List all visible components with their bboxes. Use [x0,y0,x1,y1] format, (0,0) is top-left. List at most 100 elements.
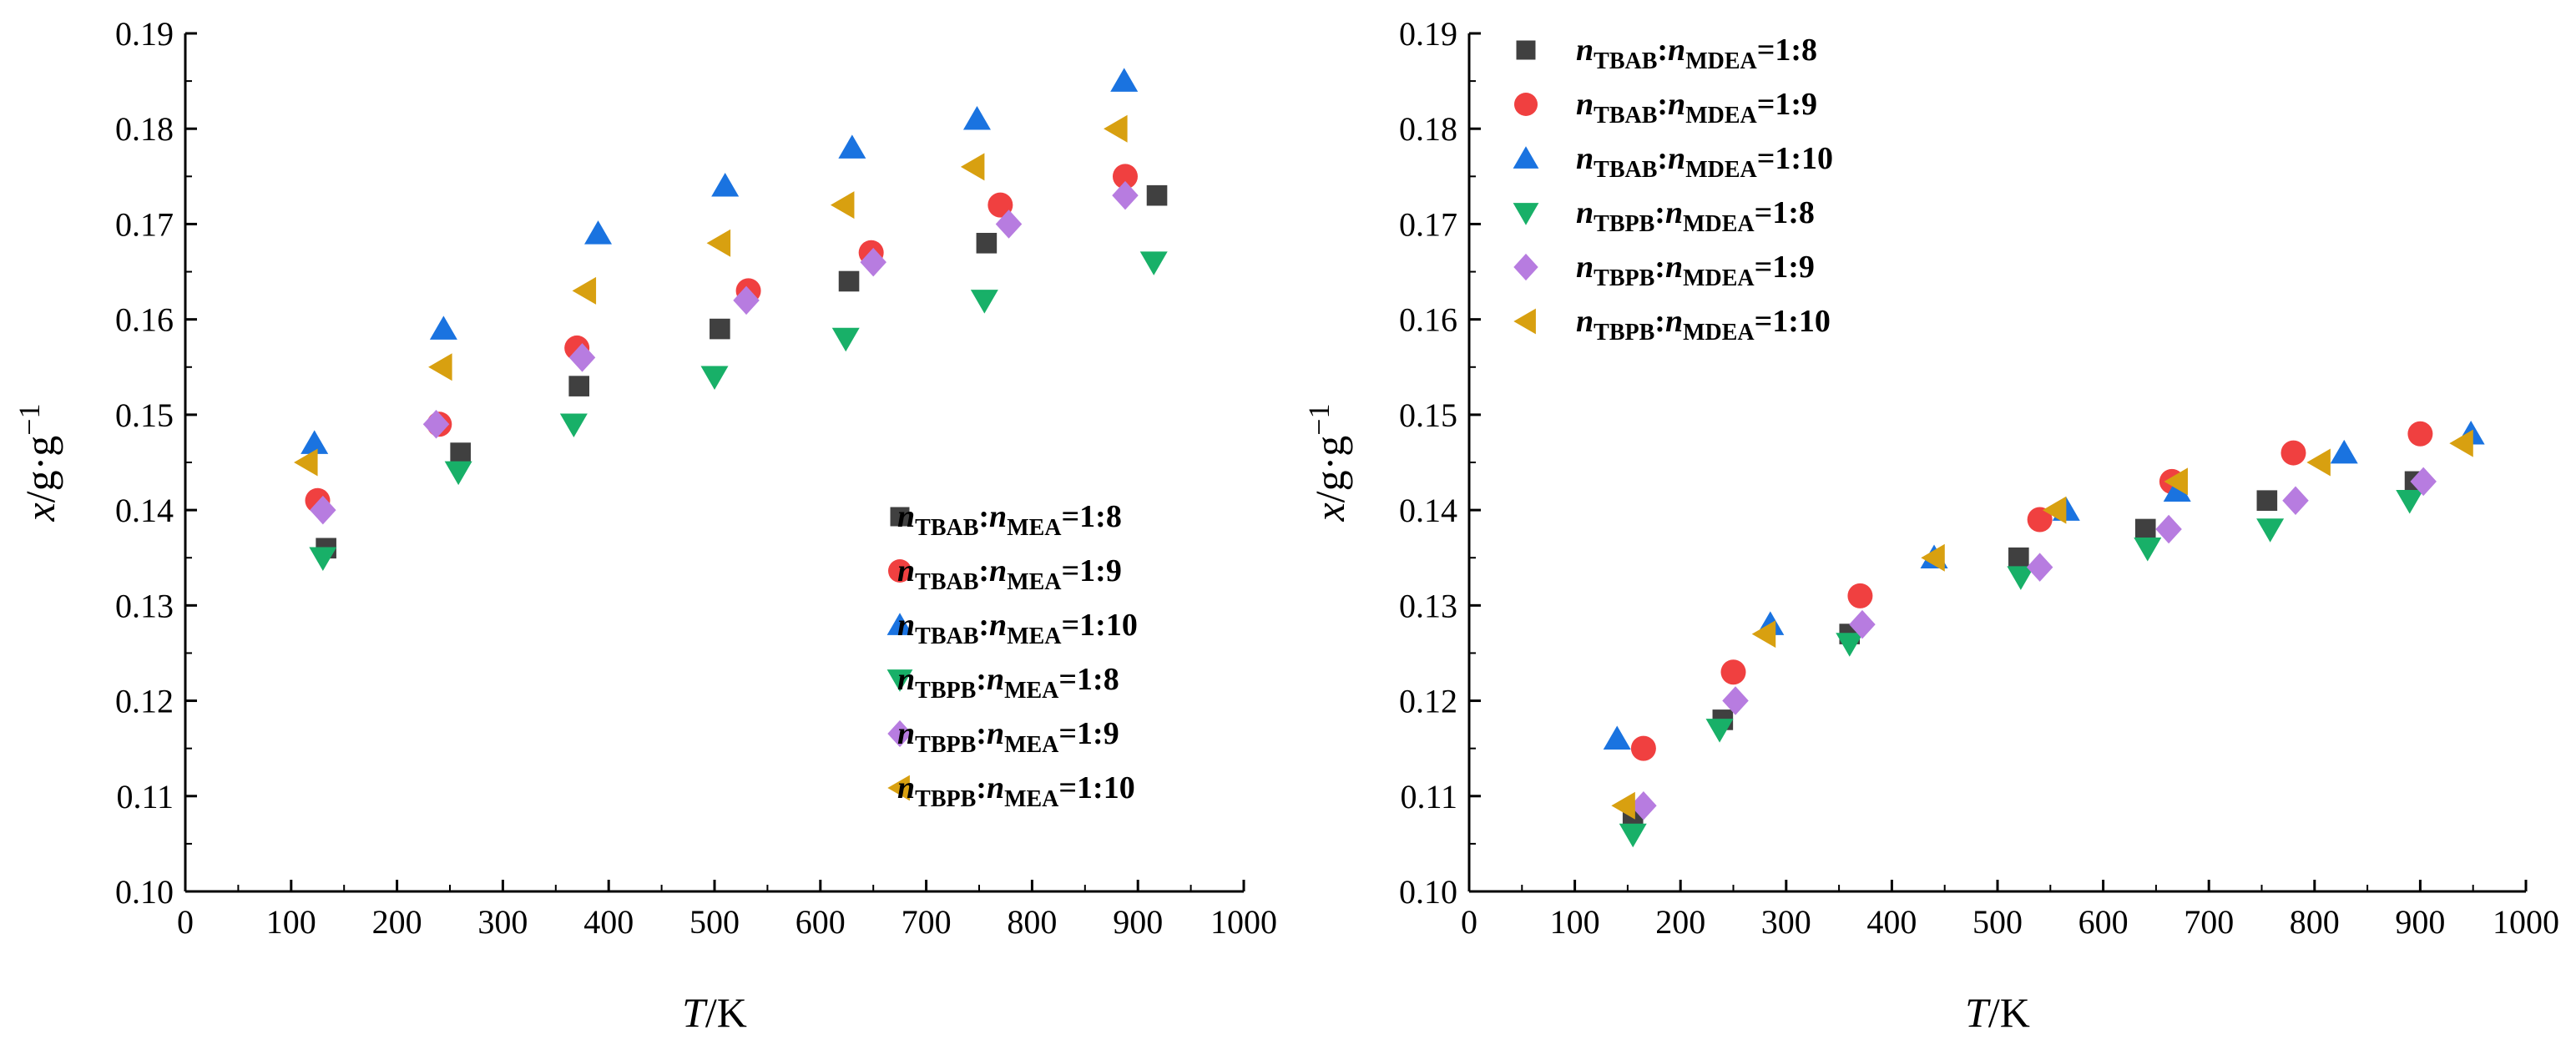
data-point [1630,735,1656,761]
data-point [1847,583,1873,608]
data-point [584,220,613,245]
data-point [1921,543,1945,572]
data-point [700,366,729,390]
y-tick-label: 0.13 [1399,587,1457,624]
series-triangle-up-2 [301,68,1139,454]
data-point [2396,489,2424,514]
data-point [1705,719,1734,743]
data-point [838,134,866,159]
data-point [301,430,329,454]
data-point [838,270,860,292]
data-point [1139,251,1168,275]
data-point [1603,725,1631,750]
legend-marker [1516,40,1536,60]
data-point [2256,490,2278,511]
data-point [1722,686,1749,715]
y-axis-label: x/g·g−1 [1302,403,1353,522]
legend-marker [888,559,912,583]
legend-label: nTBAB:nMEA=1:9 [897,553,1122,595]
x-tick-label: 200 [372,903,422,941]
legend-marker [887,719,912,748]
x-axis-label: T/K [682,989,747,1036]
legend: nTBAB:nMDEA=1:8 nTBAB:nMDEA=1:9 nTBAB:nMDE… [1513,33,1833,346]
legend-marker [886,613,913,635]
x-tick-label: 900 [1113,903,1163,941]
data-point [2027,507,2053,533]
y-tick-label: 0.16 [1399,301,1457,339]
x-tick-label: 0 [1461,903,1477,941]
chart-right-mdea: 0 100 200 300 400 500 600 700 800 900 1000 0.10 0.11… [1302,15,2559,1036]
x-tick-label: 700 [2184,903,2234,941]
data-point [2256,518,2285,543]
legend-label: nTBAB:nMDEA=1:10 [1576,141,1833,183]
y-tick-label: 0.12 [1399,683,1457,720]
series-triangle-left-5 [294,114,1128,477]
data-point [2155,514,2182,544]
legend-label: nTBAB:nMEA=1:8 [897,499,1122,541]
y-tick-label: 0.12 [115,683,174,720]
x-tick-label: 200 [1655,903,1705,941]
series-diamond-4 [310,180,1139,525]
legend-marker [887,775,910,801]
data-point [860,247,886,277]
data-point [2042,496,2067,524]
x-tick-label: 400 [1866,903,1917,941]
series-triangle-down-3 [1619,489,2424,848]
y-tick-label: 0.13 [115,587,174,624]
x-tick-label: 600 [796,903,846,941]
data-point [987,192,1013,218]
data-point [450,442,471,463]
legend-marker [890,507,910,527]
data-point [1146,184,1168,206]
y-tick-label: 0.10 [115,873,174,911]
x-tick-label: 600 [2078,903,2129,941]
data-point [428,353,452,381]
legend: nTBAB:nMEA=1:8 nTBAB:nMEA=1:9 nTBAB:nMEA=1… [886,499,1138,812]
legend-label: nTBPB:nMEA=1:8 [897,662,1119,704]
y-tick-label: 0.14 [115,492,174,529]
y-axis-label: x/g·g−1 [13,403,63,522]
y-tick-label: 0.15 [1399,396,1457,434]
data-point [1619,823,1647,848]
series-circle-1 [1630,421,2433,761]
series-square-0 [316,184,1168,559]
data-point [2407,421,2433,447]
series-diamond-4 [1630,467,2437,820]
x-tick-label: 500 [1972,903,2023,941]
data-point [568,343,596,372]
x-tick-label: 900 [2395,903,2445,941]
data-point [1849,609,1876,639]
data-point [706,229,731,257]
y-tick-label: 0.18 [1399,110,1457,148]
data-point [2330,439,2358,464]
legend-label: nTBAB:nMDEA=1:9 [1576,87,1817,129]
y-tick-label: 0.19 [1399,15,1457,53]
data-point [568,376,589,396]
x-tick-label: 800 [2290,903,2340,941]
y-tick-label: 0.16 [115,301,174,339]
data-point [2007,566,2035,590]
data-point [1630,790,1657,820]
data-point [1112,164,1138,189]
y-tick-label: 0.14 [1399,492,1457,529]
data-point [1110,68,1139,92]
legend-label: nTBPB:nMEA=1:9 [897,716,1119,758]
data-point [960,153,985,181]
chart-left-mea: 0 100 200 300 400 500 600 700 800 900 1000 0.10 0.11… [13,15,1277,1036]
y-tick-label: 0.10 [1399,873,1457,911]
data-point [1104,114,1128,143]
y-tick-label: 0.17 [115,205,174,243]
series-triangle-down-3 [309,251,1168,571]
data-point [310,495,336,525]
data-point [422,410,450,439]
data-point [2281,440,2306,466]
y-tick-label: 0.19 [115,15,174,53]
series-triangle-left-5 [1611,429,2473,820]
data-point [2163,477,2191,502]
data-point [1836,633,1864,657]
x-tick-label: 100 [1550,903,1600,941]
legend-label: nTBAB:nMEA=1:10 [897,608,1138,649]
data-point [2134,538,2162,562]
x-tick-label: 0 [177,903,194,941]
